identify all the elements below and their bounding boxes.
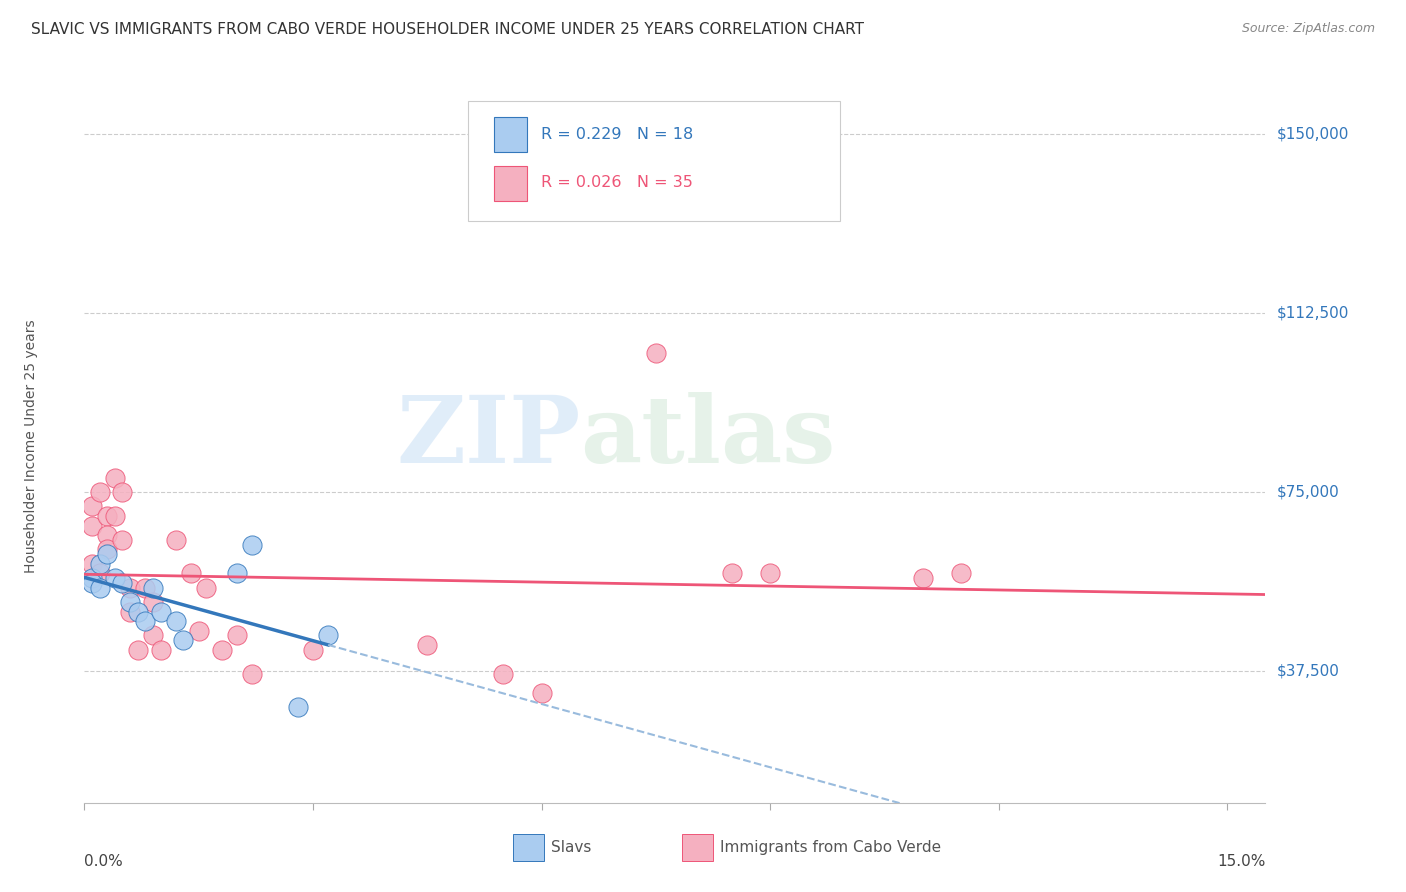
Text: SLAVIC VS IMMIGRANTS FROM CABO VERDE HOUSEHOLDER INCOME UNDER 25 YEARS CORRELATI: SLAVIC VS IMMIGRANTS FROM CABO VERDE HOU… — [31, 22, 863, 37]
Point — [89, 581, 111, 595]
Point — [89, 485, 111, 500]
FancyBboxPatch shape — [468, 101, 841, 221]
Point — [416, 638, 439, 652]
Point — [96, 547, 118, 561]
Point — [240, 666, 263, 681]
Point — [644, 346, 666, 360]
Point — [165, 614, 187, 628]
Bar — [494, 118, 527, 153]
Point — [149, 605, 172, 619]
Point — [80, 500, 103, 514]
Point — [111, 533, 134, 547]
Point — [89, 566, 111, 581]
Point — [142, 581, 165, 595]
Point — [104, 471, 127, 485]
Point — [142, 595, 165, 609]
Text: Immigrants from Cabo Verde: Immigrants from Cabo Verde — [720, 840, 941, 855]
Text: R = 0.229   N = 18: R = 0.229 N = 18 — [541, 127, 693, 142]
Point — [80, 557, 103, 571]
Point — [240, 538, 263, 552]
Point — [89, 557, 111, 571]
Point — [134, 614, 156, 628]
Point — [316, 628, 339, 642]
Text: Householder Income Under 25 years: Householder Income Under 25 years — [24, 319, 38, 573]
Point — [127, 642, 149, 657]
Point — [172, 633, 194, 648]
Point — [120, 581, 142, 595]
Point — [211, 642, 233, 657]
Point — [911, 571, 934, 585]
Text: $112,500: $112,500 — [1277, 305, 1348, 320]
Point — [759, 566, 782, 581]
Point — [149, 642, 172, 657]
Point — [492, 666, 515, 681]
Point — [96, 528, 118, 542]
Point — [111, 485, 134, 500]
Point — [142, 628, 165, 642]
Point — [120, 595, 142, 609]
Point — [80, 518, 103, 533]
Point — [127, 605, 149, 619]
Point — [302, 642, 325, 657]
Point — [120, 605, 142, 619]
Point — [225, 628, 247, 642]
Point — [104, 571, 127, 585]
Point — [949, 566, 972, 581]
Point — [225, 566, 247, 581]
Point — [104, 508, 127, 523]
Point — [165, 533, 187, 547]
Text: Source: ZipAtlas.com: Source: ZipAtlas.com — [1241, 22, 1375, 36]
Text: $150,000: $150,000 — [1277, 126, 1348, 141]
Point — [180, 566, 202, 581]
Point — [530, 686, 553, 700]
Text: Slavs: Slavs — [551, 840, 592, 855]
Text: atlas: atlas — [581, 392, 835, 482]
Point — [134, 581, 156, 595]
Point — [287, 700, 309, 714]
Text: 0.0%: 0.0% — [84, 854, 124, 869]
Point — [187, 624, 209, 638]
Text: 15.0%: 15.0% — [1218, 854, 1265, 869]
Bar — [494, 166, 527, 202]
Point — [80, 575, 103, 590]
Point — [111, 575, 134, 590]
Point — [195, 581, 218, 595]
Text: ZIP: ZIP — [396, 392, 581, 482]
Point — [80, 571, 103, 585]
Point — [96, 508, 118, 523]
Text: $37,500: $37,500 — [1277, 664, 1340, 679]
Text: $75,000: $75,000 — [1277, 484, 1340, 500]
Point — [721, 566, 744, 581]
Point — [96, 542, 118, 557]
Text: R = 0.026   N = 35: R = 0.026 N = 35 — [541, 175, 693, 190]
